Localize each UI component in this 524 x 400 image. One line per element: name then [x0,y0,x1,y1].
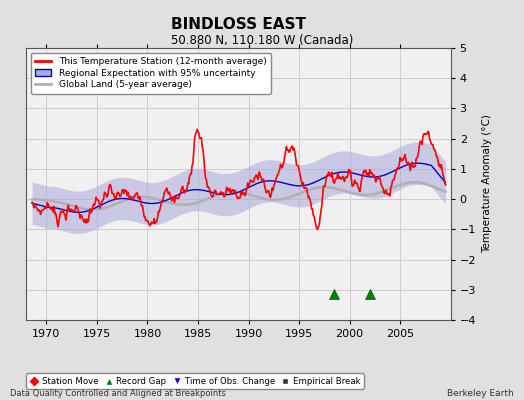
Text: 50.880 N, 110.180 W (Canada): 50.880 N, 110.180 W (Canada) [171,34,353,47]
Y-axis label: Temperature Anomaly (°C): Temperature Anomaly (°C) [482,114,492,254]
Title: BINDLOSS EAST: BINDLOSS EAST [171,16,306,32]
Text: Berkeley Earth: Berkeley Earth [447,389,514,398]
Text: Data Quality Controlled and Aligned at Breakpoints: Data Quality Controlled and Aligned at B… [10,389,226,398]
Legend: Station Move, Record Gap, Time of Obs. Change, Empirical Break: Station Move, Record Gap, Time of Obs. C… [26,373,364,389]
